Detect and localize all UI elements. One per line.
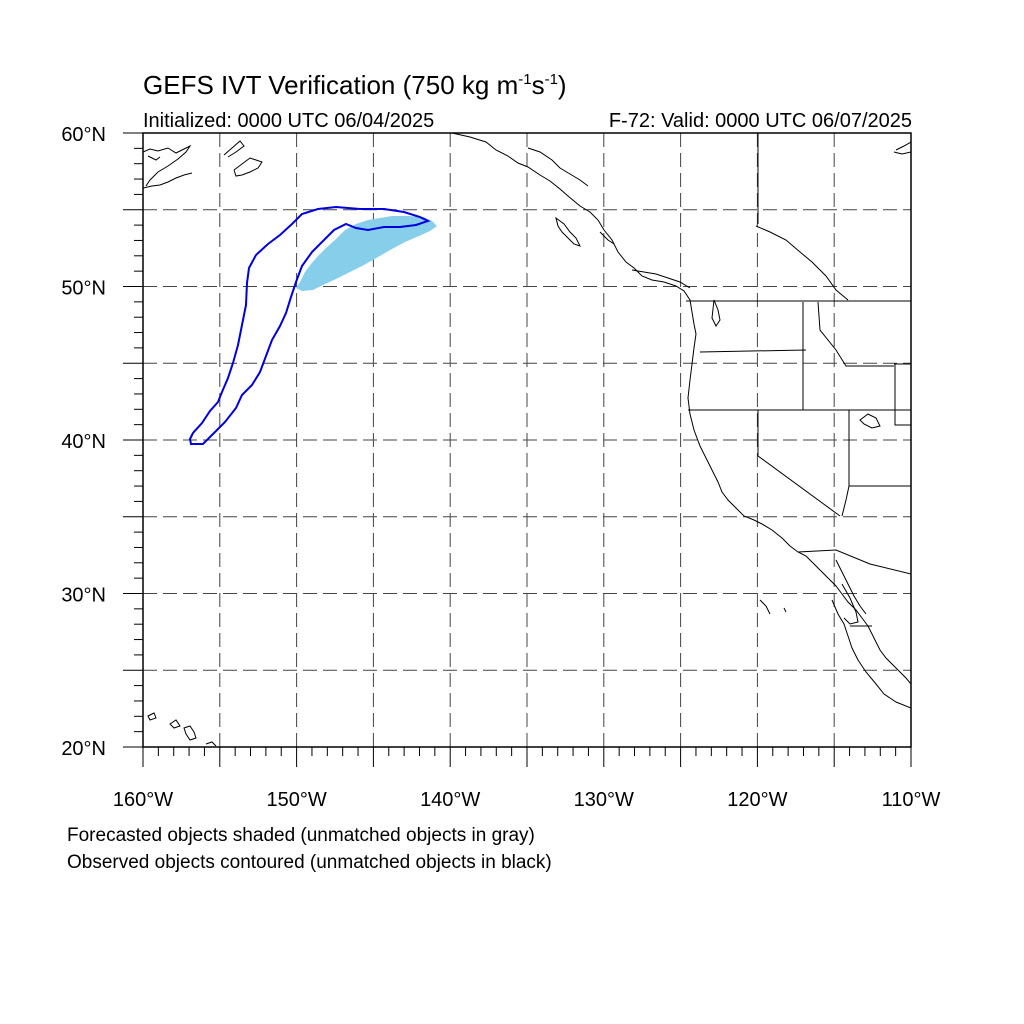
lat-label: 50°N — [61, 278, 106, 300]
lat-label: 60°N — [61, 124, 106, 146]
map-features — [143, 133, 911, 747]
lat-label: 30°N — [61, 585, 106, 607]
lon-label: 150°W — [266, 789, 326, 811]
figure-title: GEFS IVT Verification (750 kg m-1s-1) — [143, 70, 567, 100]
lat-label: 40°N — [61, 431, 106, 453]
lon-label: 120°W — [727, 789, 787, 811]
lon-label: 130°W — [574, 789, 634, 811]
lon-label: 160°W — [113, 789, 173, 811]
longitude-labels: 160°W 150°W 140°W 130°W 120°W 110°W — [113, 789, 941, 811]
axis-ticks — [123, 132, 912, 767]
lat-label: 20°N — [61, 738, 106, 760]
lon-label: 140°W — [420, 789, 480, 811]
observed-object-contour — [188, 205, 431, 445]
coastlines — [143, 133, 911, 747]
lat-lon-gridlines — [143, 133, 911, 747]
forecast-object — [296, 216, 437, 291]
observed-legend-note: Observed objects contoured (unmatched ob… — [67, 852, 552, 873]
valid-time-label: F-72: Valid: 0000 UTC 06/07/2025 — [608, 110, 912, 132]
initialized-label: Initialized: 0000 UTC 06/04/2025 — [143, 110, 435, 132]
lon-label: 110°W — [882, 789, 941, 811]
forecast-legend-note: Forecasted objects shaded (unmatched obj… — [67, 825, 535, 846]
latitude-labels: 60°N 50°N 40°N 30°N 20°N — [61, 124, 106, 760]
political-borders — [686, 133, 911, 627]
